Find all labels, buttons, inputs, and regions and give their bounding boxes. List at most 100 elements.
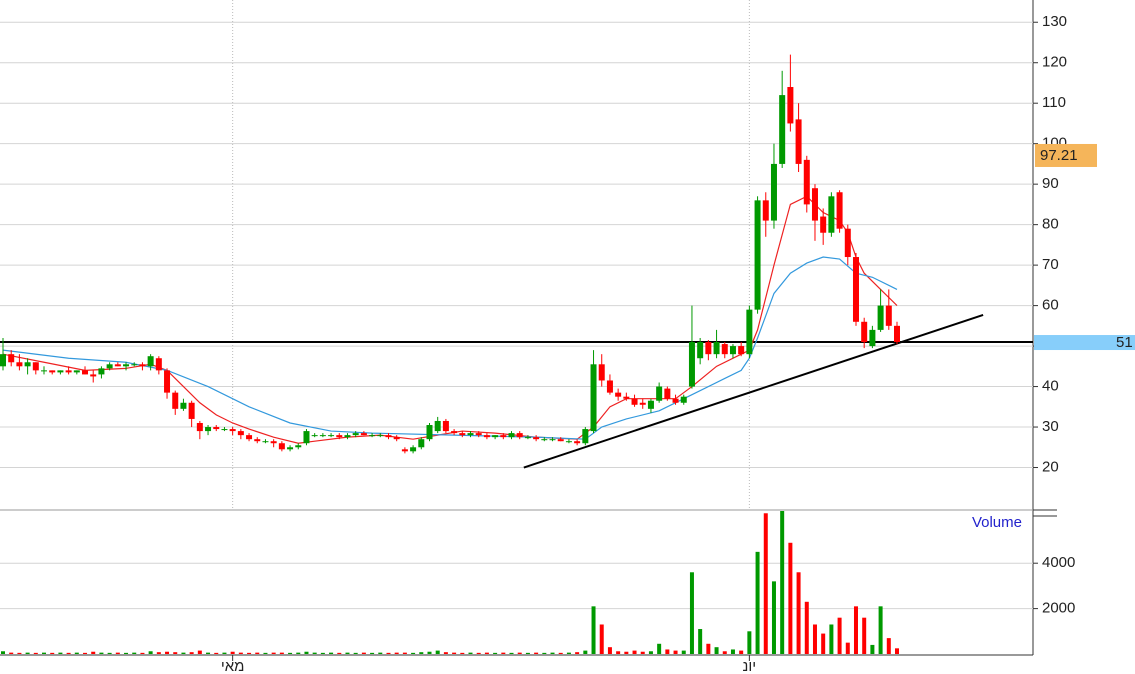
candle-body [820, 216, 827, 233]
volume-bar [722, 651, 727, 654]
volume-bar [419, 652, 424, 654]
volume-bar [222, 652, 227, 654]
candle-body [319, 435, 326, 437]
volume-bar [33, 652, 38, 654]
candle-body [582, 429, 589, 444]
volume-bar [411, 652, 416, 654]
volume-bar [657, 643, 662, 654]
volume-bar [99, 652, 104, 654]
candle-body [590, 364, 597, 432]
volume-bar [862, 617, 867, 654]
volume-bar [427, 651, 432, 654]
candle-body [57, 370, 64, 373]
candle-body [352, 433, 359, 436]
volume-bar [534, 652, 539, 654]
volume-bar [247, 652, 252, 654]
candle-body [623, 396, 630, 399]
candle-body [754, 200, 761, 310]
price-tag [1035, 143, 1097, 167]
y-tick-label: 60 [1042, 297, 1059, 314]
volume-bar [452, 652, 457, 654]
y-tick-label: 80 [1042, 216, 1059, 233]
candle-body [688, 342, 695, 387]
volume-bar [263, 652, 268, 654]
volume-bar [25, 652, 30, 654]
volume-bar [230, 651, 235, 654]
candle-body [155, 358, 162, 371]
candle-body [828, 196, 835, 233]
volume-bar [788, 542, 793, 654]
candle-body [287, 447, 294, 450]
candle-body [574, 441, 581, 444]
volume-bar [353, 652, 358, 654]
candle-body [885, 305, 892, 326]
volume-bar [706, 643, 711, 654]
candle-body [254, 439, 261, 442]
candle-body [565, 441, 572, 443]
candle-body [237, 431, 244, 436]
candle-body [680, 396, 687, 403]
volume-bar [796, 572, 801, 654]
candle-body [647, 400, 654, 409]
candle-body [377, 435, 384, 437]
volume-bar [460, 652, 465, 654]
volume-bar [689, 572, 694, 654]
candle-body [549, 439, 556, 441]
volume-bar [165, 651, 170, 654]
candle-body [393, 437, 400, 440]
volume-bar [394, 652, 399, 654]
y-tick-label: 110 [1042, 94, 1066, 111]
candle-body [475, 433, 482, 436]
candle-body [483, 435, 490, 438]
candle-body [779, 95, 786, 164]
volume-bar [124, 652, 129, 654]
candle-body [639, 402, 646, 405]
volume-bar [115, 652, 120, 654]
candle-body [90, 374, 97, 377]
volume-bar [107, 652, 112, 654]
candle-body [410, 447, 417, 452]
candle-body [188, 402, 195, 419]
candle-body [32, 362, 39, 371]
volume-bar [821, 633, 826, 654]
candle-body [246, 435, 253, 440]
candle-body [844, 228, 851, 258]
candle-body [861, 321, 868, 343]
price-label: 97.21 [1040, 147, 1078, 164]
candle-body [360, 433, 367, 436]
volume-bar [370, 652, 375, 654]
candle-body [459, 433, 466, 436]
volume-bar [279, 652, 284, 654]
volume-bar [878, 606, 883, 654]
volume-bar [870, 644, 875, 654]
x-tick-label: מאי [221, 658, 245, 674]
y-tick-label: 70 [1042, 256, 1059, 273]
volume-bar [591, 606, 596, 654]
candle-body [894, 325, 900, 343]
volume-bar [624, 651, 629, 654]
volume-bar [206, 652, 211, 654]
moving-average [2, 256, 898, 440]
volume-bar [296, 652, 301, 654]
candle-body [672, 398, 679, 403]
candle-body [738, 346, 745, 355]
volume-bar [747, 631, 752, 654]
y-tick-label: 90 [1042, 175, 1059, 192]
volume-bar [550, 652, 555, 654]
volume-bar [337, 652, 342, 654]
candle-body [721, 344, 728, 355]
volume-bar [50, 652, 55, 654]
candle-body [664, 388, 671, 399]
candle-body [442, 420, 449, 432]
volume-bar [443, 652, 448, 654]
volume-bar [575, 652, 580, 654]
candle-body [41, 370, 48, 372]
y-tick-label: 2000 [1042, 600, 1075, 617]
candle-body [401, 449, 408, 452]
candle-body [221, 429, 228, 431]
candle-body [533, 437, 540, 440]
candle-body [131, 364, 138, 366]
candle-body [303, 431, 310, 444]
volume-bar [42, 652, 47, 654]
